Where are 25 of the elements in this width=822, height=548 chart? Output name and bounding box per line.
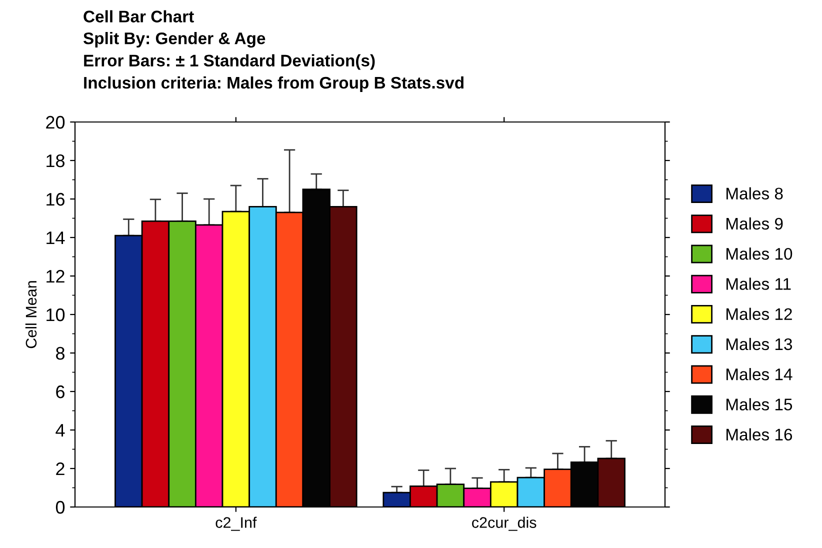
x-tick-label: c2cur_dis bbox=[472, 516, 536, 531]
y-tick-label: 12 bbox=[46, 270, 64, 283]
legend-label: Males 14 bbox=[726, 368, 792, 380]
y-tick-label: 14 bbox=[46, 232, 65, 244]
y-tick-label: 8 bbox=[56, 346, 64, 360]
y-tick-label: 6 bbox=[56, 385, 64, 398]
legend-label: Males 13 bbox=[726, 338, 792, 350]
legend-label: Males 15 bbox=[726, 398, 792, 410]
y-tick-label: 18 bbox=[46, 154, 64, 168]
legend-label: Males 8 bbox=[726, 187, 783, 200]
chart-subtitle: Split By: Gender & Age Error Bars: ± 1 Standard Deviation(s) Inclusion criteria: Males from Group B Stats.svd bbox=[83, 32, 464, 92]
y-tick-label: 4 bbox=[56, 424, 65, 437]
x-tick-label: c2_Inf bbox=[216, 516, 257, 531]
y-axis-title: Cell Mean bbox=[25, 281, 37, 348]
y-tick-label: 20 bbox=[46, 116, 65, 129]
y-tick-label: 2 bbox=[56, 462, 64, 476]
legend-label: Males 11 bbox=[726, 278, 791, 290]
legend-label: Males 16 bbox=[726, 428, 792, 441]
legend-label: Males 10 bbox=[726, 248, 792, 260]
legend-label: Males 9 bbox=[726, 217, 783, 230]
y-tick-label: 10 bbox=[46, 308, 65, 322]
chart-title: Cell Bar Chart bbox=[84, 10, 194, 22]
y-tick-label: 16 bbox=[46, 192, 64, 206]
y-tick-label: 0 bbox=[56, 500, 65, 514]
legend-label: Males 12 bbox=[726, 308, 792, 320]
